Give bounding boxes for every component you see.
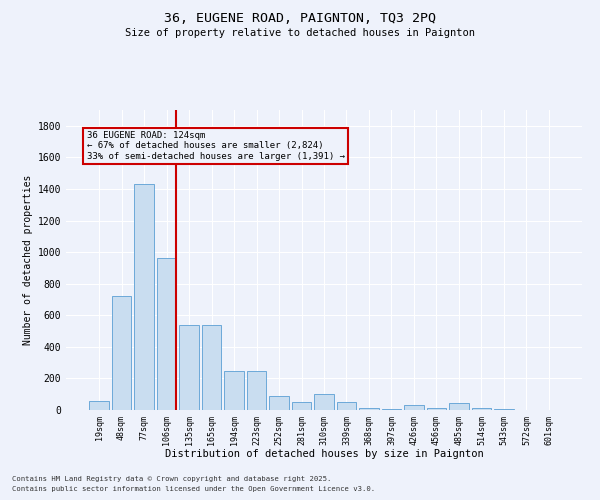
Bar <box>472 408 491 410</box>
Text: 36 EUGENE ROAD: 124sqm
← 67% of detached houses are smaller (2,824)
33% of semi-: 36 EUGENE ROAD: 124sqm ← 67% of detached… <box>86 131 344 161</box>
Bar <box>247 370 266 410</box>
Bar <box>157 258 176 410</box>
Y-axis label: Number of detached properties: Number of detached properties <box>23 175 34 345</box>
Bar <box>449 403 469 410</box>
Bar <box>224 370 244 410</box>
Text: Size of property relative to detached houses in Paignton: Size of property relative to detached ho… <box>125 28 475 38</box>
Text: Contains public sector information licensed under the Open Government Licence v3: Contains public sector information licen… <box>12 486 375 492</box>
Bar <box>314 394 334 410</box>
Text: 36, EUGENE ROAD, PAIGNTON, TQ3 2PQ: 36, EUGENE ROAD, PAIGNTON, TQ3 2PQ <box>164 12 436 26</box>
Bar <box>292 402 311 410</box>
Bar <box>359 408 379 410</box>
Bar <box>202 324 221 410</box>
Bar <box>112 296 131 410</box>
Bar <box>427 408 446 410</box>
Bar <box>404 406 424 410</box>
Bar <box>134 184 154 410</box>
Text: Contains HM Land Registry data © Crown copyright and database right 2025.: Contains HM Land Registry data © Crown c… <box>12 476 331 482</box>
X-axis label: Distribution of detached houses by size in Paignton: Distribution of detached houses by size … <box>164 449 484 459</box>
Bar <box>269 396 289 410</box>
Bar <box>89 400 109 410</box>
Bar <box>382 409 401 410</box>
Bar <box>179 324 199 410</box>
Bar <box>494 409 514 410</box>
Bar <box>337 402 356 410</box>
